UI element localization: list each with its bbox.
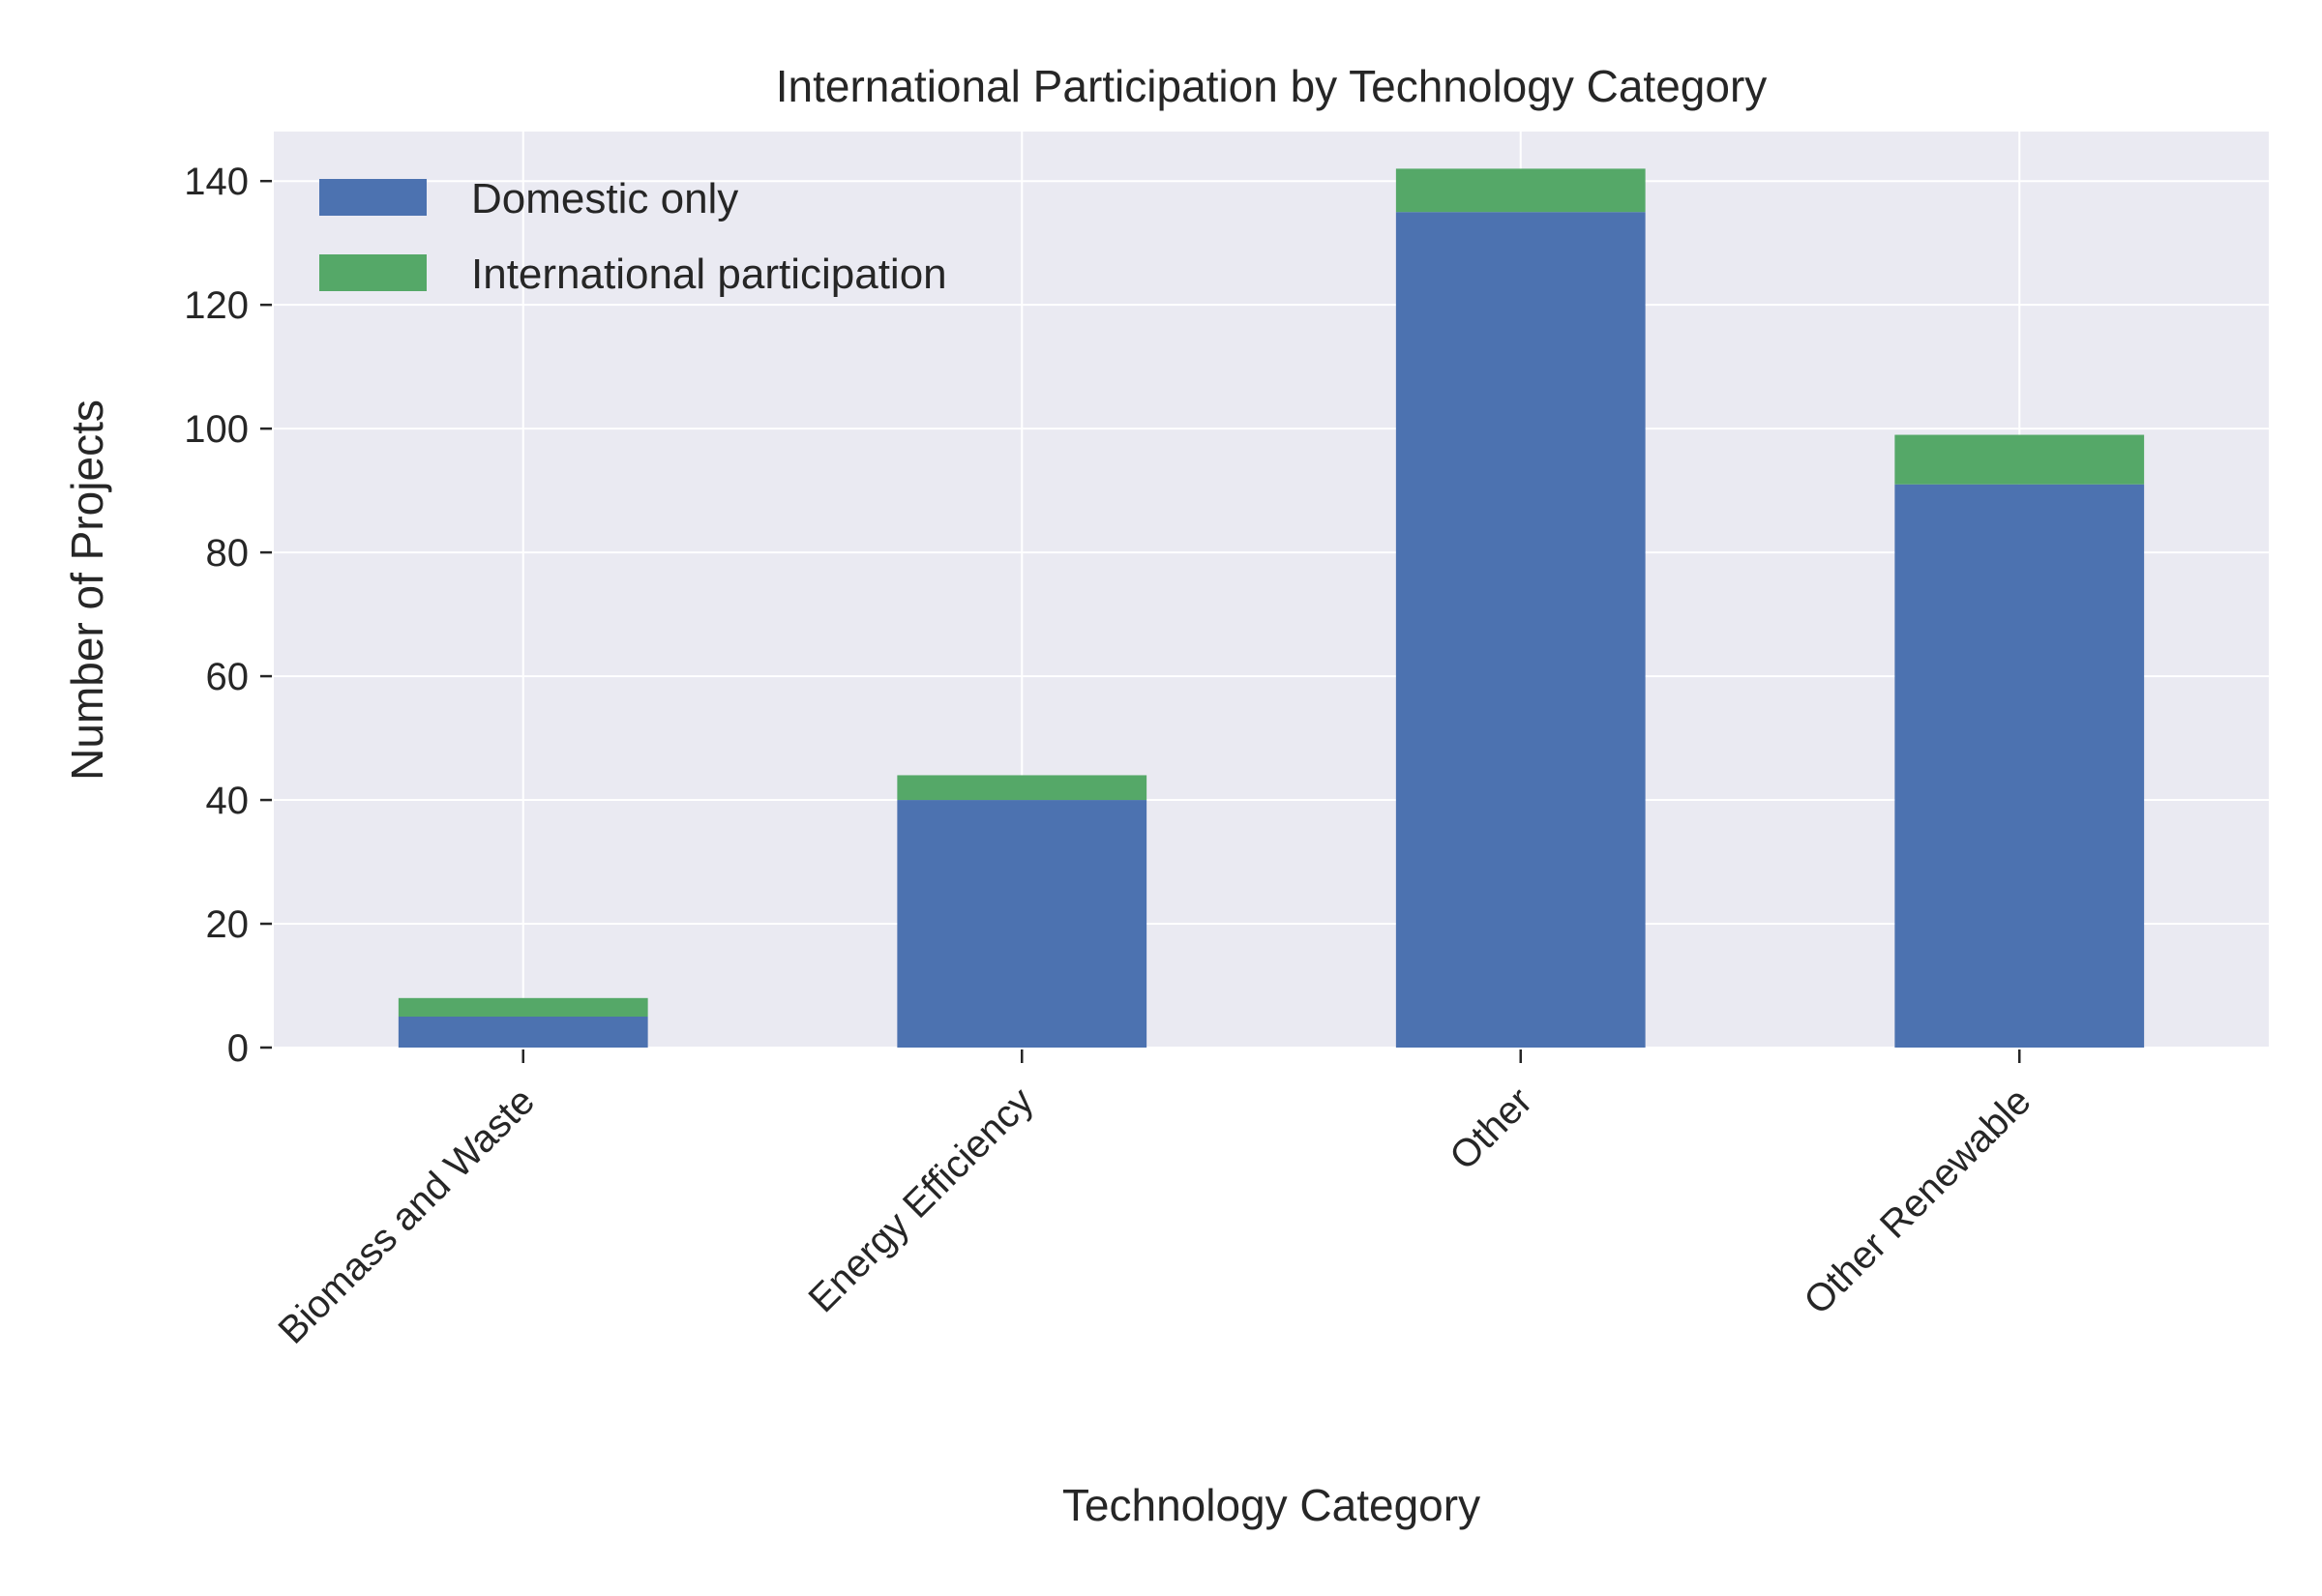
y-tick-label: 100	[184, 408, 249, 451]
chart-title: International Participation by Technolog…	[776, 61, 1768, 111]
y-axis-ticks: 0 20 40 60 80 100 120 140	[184, 161, 272, 1070]
y-tick-label: 60	[206, 656, 250, 698]
y-tick-label: 80	[206, 532, 250, 575]
legend-swatch	[319, 254, 427, 291]
y-tick-label: 40	[206, 780, 250, 822]
bar-domestic	[897, 800, 1147, 1048]
bar-international	[1894, 434, 2145, 485]
bar-international	[398, 997, 648, 1018]
x-tick-label: Other Renewable	[1796, 1079, 2039, 1322]
bar-international	[1395, 168, 1646, 213]
legend: Domestic only International participation	[319, 175, 947, 298]
y-tick-label: 0	[227, 1027, 249, 1070]
bars	[398, 168, 2145, 1048]
x-axis-label: Technology Category	[1062, 1480, 1480, 1530]
legend-label: Domestic only	[471, 175, 738, 222]
legend-swatch	[319, 179, 427, 216]
y-tick-label: 120	[184, 284, 249, 327]
x-axis-ticks: Biomass and Waste Energy Efficiency Other O…	[271, 1049, 2039, 1352]
bar-international	[897, 775, 1147, 801]
x-tick-label: Other	[1442, 1079, 1540, 1178]
y-axis-label: Number of Projects	[62, 399, 112, 781]
bar-domestic	[1894, 484, 2145, 1048]
y-tick-label: 140	[184, 161, 249, 203]
legend-label: International participation	[471, 251, 947, 298]
x-tick-label: Biomass and Waste	[271, 1079, 544, 1352]
y-tick-label: 20	[206, 903, 250, 946]
bar-domestic	[1395, 212, 1646, 1048]
bar-domestic	[398, 1017, 648, 1048]
x-tick-label: Energy Efficiency	[800, 1079, 1041, 1320]
